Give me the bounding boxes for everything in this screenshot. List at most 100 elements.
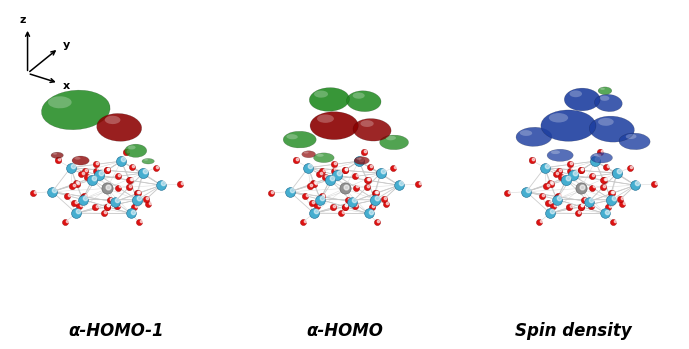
Point [331, 172, 342, 178]
Point [80, 193, 91, 198]
Point [60, 219, 71, 225]
Point [87, 177, 98, 183]
Point [544, 181, 555, 186]
Point [371, 190, 382, 195]
Point [121, 149, 132, 154]
Point [54, 157, 65, 162]
Point [579, 197, 590, 202]
Point [583, 199, 594, 205]
Point [79, 193, 90, 199]
Text: z: z [19, 15, 26, 25]
Point [63, 192, 74, 198]
Ellipse shape [41, 90, 110, 130]
Point [342, 197, 353, 202]
Point [413, 181, 424, 187]
Point [362, 177, 373, 183]
Point [544, 200, 555, 205]
Point [553, 195, 564, 201]
Point [362, 178, 373, 183]
Point [291, 157, 302, 162]
Point [339, 204, 350, 209]
Point [98, 210, 109, 216]
Ellipse shape [53, 153, 57, 155]
Ellipse shape [356, 157, 362, 160]
Point [365, 209, 376, 215]
Point [378, 169, 389, 174]
Point [128, 163, 139, 169]
Point [114, 172, 125, 178]
Point [75, 202, 86, 208]
Point [575, 168, 586, 173]
Point [101, 168, 112, 173]
Point [541, 183, 552, 188]
Point [601, 209, 613, 215]
Point [71, 181, 82, 186]
Ellipse shape [310, 112, 358, 140]
Point [370, 191, 381, 196]
Ellipse shape [51, 152, 63, 158]
Point [414, 180, 425, 186]
Point [175, 181, 186, 187]
Point [28, 190, 39, 196]
Point [133, 190, 144, 195]
Text: x: x [63, 81, 70, 91]
Ellipse shape [619, 133, 650, 150]
Point [606, 191, 617, 196]
Point [318, 168, 329, 173]
Point [503, 189, 514, 195]
Ellipse shape [353, 92, 364, 99]
Point [305, 183, 316, 188]
Point [143, 201, 154, 207]
Point [122, 148, 133, 153]
Point [306, 182, 317, 187]
Point [138, 170, 149, 176]
Point [72, 180, 83, 185]
Point [77, 170, 88, 176]
Point [103, 203, 114, 208]
Point [356, 157, 367, 162]
Point [285, 189, 296, 194]
Point [339, 168, 350, 173]
Point [309, 181, 320, 186]
Point [158, 181, 169, 186]
Point [339, 204, 350, 209]
Point [369, 197, 380, 203]
Point [103, 203, 114, 208]
Point [130, 203, 141, 208]
Point [290, 158, 301, 163]
Point [610, 170, 621, 176]
Point [344, 196, 355, 201]
Ellipse shape [564, 88, 600, 111]
Point [325, 177, 336, 183]
Point [609, 218, 620, 224]
Point [267, 189, 278, 195]
Point [649, 181, 660, 187]
Point [302, 165, 313, 171]
Point [548, 203, 559, 209]
Point [585, 197, 596, 203]
Ellipse shape [309, 88, 349, 111]
Point [551, 170, 562, 176]
Point [624, 165, 635, 171]
Point [313, 171, 325, 177]
Point [77, 197, 88, 202]
Point [566, 161, 577, 166]
Point [632, 181, 643, 186]
Point [79, 195, 90, 201]
Ellipse shape [594, 154, 601, 157]
Point [597, 185, 608, 190]
Point [599, 211, 610, 216]
Point [616, 195, 627, 201]
Point [604, 203, 615, 208]
Point [587, 185, 598, 190]
Point [67, 163, 78, 169]
Point [78, 194, 89, 200]
Ellipse shape [590, 153, 613, 163]
Ellipse shape [302, 151, 316, 158]
Point [602, 163, 613, 169]
Point [599, 177, 610, 182]
Point [388, 165, 399, 171]
Point [535, 218, 546, 224]
Ellipse shape [547, 149, 573, 161]
Ellipse shape [520, 130, 532, 136]
